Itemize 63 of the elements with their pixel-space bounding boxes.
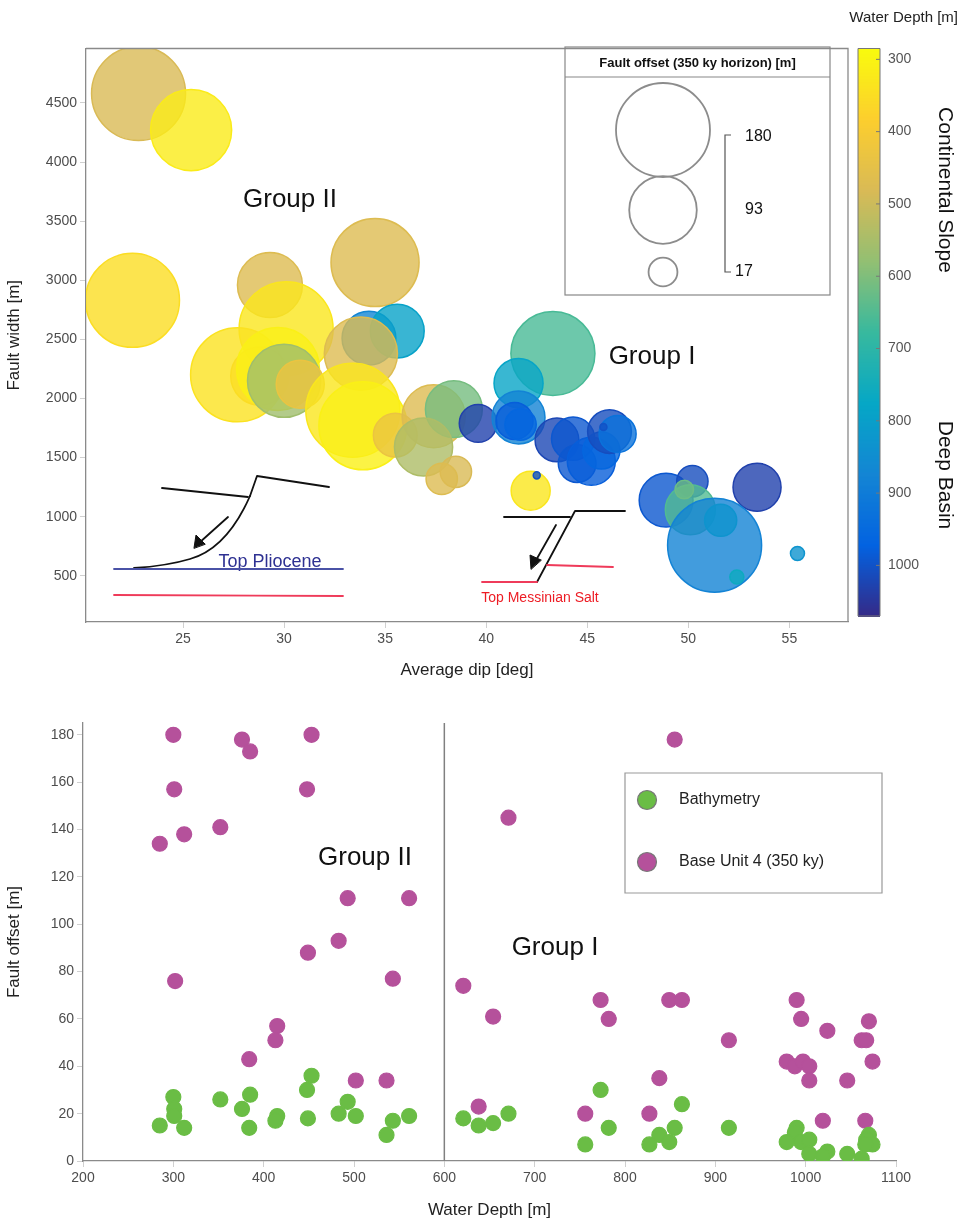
x-tick-label: 700 <box>522 1169 547 1186</box>
color-bar-label: 300 <box>888 50 912 67</box>
y-tick-label: 0 <box>66 1151 75 1168</box>
x-tick-label: 800 <box>613 1169 637 1186</box>
x-axis-title: Water Depth [m] <box>427 1200 552 1220</box>
legend-label: Base Unit 4 (350 ky) <box>679 852 824 870</box>
color-bar-label: 600 <box>888 267 912 284</box>
text: Deep Basin <box>935 420 959 530</box>
x-tick-label: 600 <box>432 1169 457 1186</box>
x-tick-label: 900 <box>703 1169 728 1186</box>
y-tick-label: 2500 <box>45 330 78 347</box>
x-tick-label: 35 <box>377 630 394 647</box>
color-bar-label: 900 <box>888 483 912 500</box>
y-tick-label: 500 <box>53 566 78 583</box>
y-tick-label: 20 <box>58 1104 75 1121</box>
color-bar-label: 500 <box>888 194 912 211</box>
y-tick-label: 100 <box>50 915 75 932</box>
x-tick-label: 45 <box>579 630 596 647</box>
y-axis-title: Fault width [m] <box>3 279 23 391</box>
y-tick-label: 3000 <box>45 271 78 288</box>
color-bar-label: 700 <box>888 339 912 356</box>
legend-title: Fault offset (350 ky horizon) [m] <box>599 54 796 70</box>
legend-label: Bathymetry <box>679 790 760 808</box>
legend-label: 17 <box>735 262 753 280</box>
color-bar-label: 400 <box>888 122 912 139</box>
annotation: Group I <box>511 931 599 962</box>
color-bar-title: Water Depth [m] <box>849 8 958 26</box>
annotation: Top Messinian Salt <box>481 588 599 605</box>
x-tick-label: 30 <box>276 630 293 647</box>
y-axis-title: Fault offset [m] <box>3 885 23 999</box>
text: Continental Slope <box>935 107 959 273</box>
x-tick-label: 400 <box>251 1169 276 1186</box>
y-tick-label: 180 <box>50 725 75 742</box>
x-tick-label: 300 <box>161 1169 186 1186</box>
y-tick-label: 80 <box>58 962 75 979</box>
x-tick-label: 1100 <box>880 1169 912 1186</box>
y-tick-label: 2000 <box>45 389 78 406</box>
y-tick-label: 1500 <box>45 448 78 465</box>
y-tick-label: 140 <box>50 820 75 837</box>
y-tick-label: 40 <box>58 1057 75 1074</box>
x-axis-title: Average dip [deg] <box>400 660 534 680</box>
y-tick-label: 4500 <box>45 93 78 110</box>
y-tick-label: 1000 <box>45 507 78 524</box>
x-tick-label: 50 <box>680 630 697 647</box>
y-tick-label: 3500 <box>45 212 78 228</box>
annotation: Group II <box>318 841 412 872</box>
legend-label: 180 <box>745 127 772 145</box>
x-tick-label: 500 <box>342 1169 366 1186</box>
x-tick-label: 40 <box>478 630 495 647</box>
y-tick-label: 4000 <box>45 152 78 169</box>
x-tick-label: 25 <box>175 630 192 647</box>
x-tick-label: 55 <box>781 630 798 647</box>
y-tick-label: 160 <box>50 773 75 790</box>
annotation: Top Pliocene <box>218 550 322 571</box>
y-tick-label: 60 <box>58 1009 75 1026</box>
color-bar-label: 800 <box>888 411 912 428</box>
y-tick-label: 120 <box>50 867 75 884</box>
x-tick-label: 200 <box>71 1169 95 1186</box>
annotation: Group I <box>608 340 696 371</box>
legend-label: 93 <box>745 200 763 218</box>
x-tick-label: 1000 <box>790 1169 822 1186</box>
color-bar-label: 1000 <box>888 556 920 573</box>
annotation: Group II <box>243 183 337 214</box>
